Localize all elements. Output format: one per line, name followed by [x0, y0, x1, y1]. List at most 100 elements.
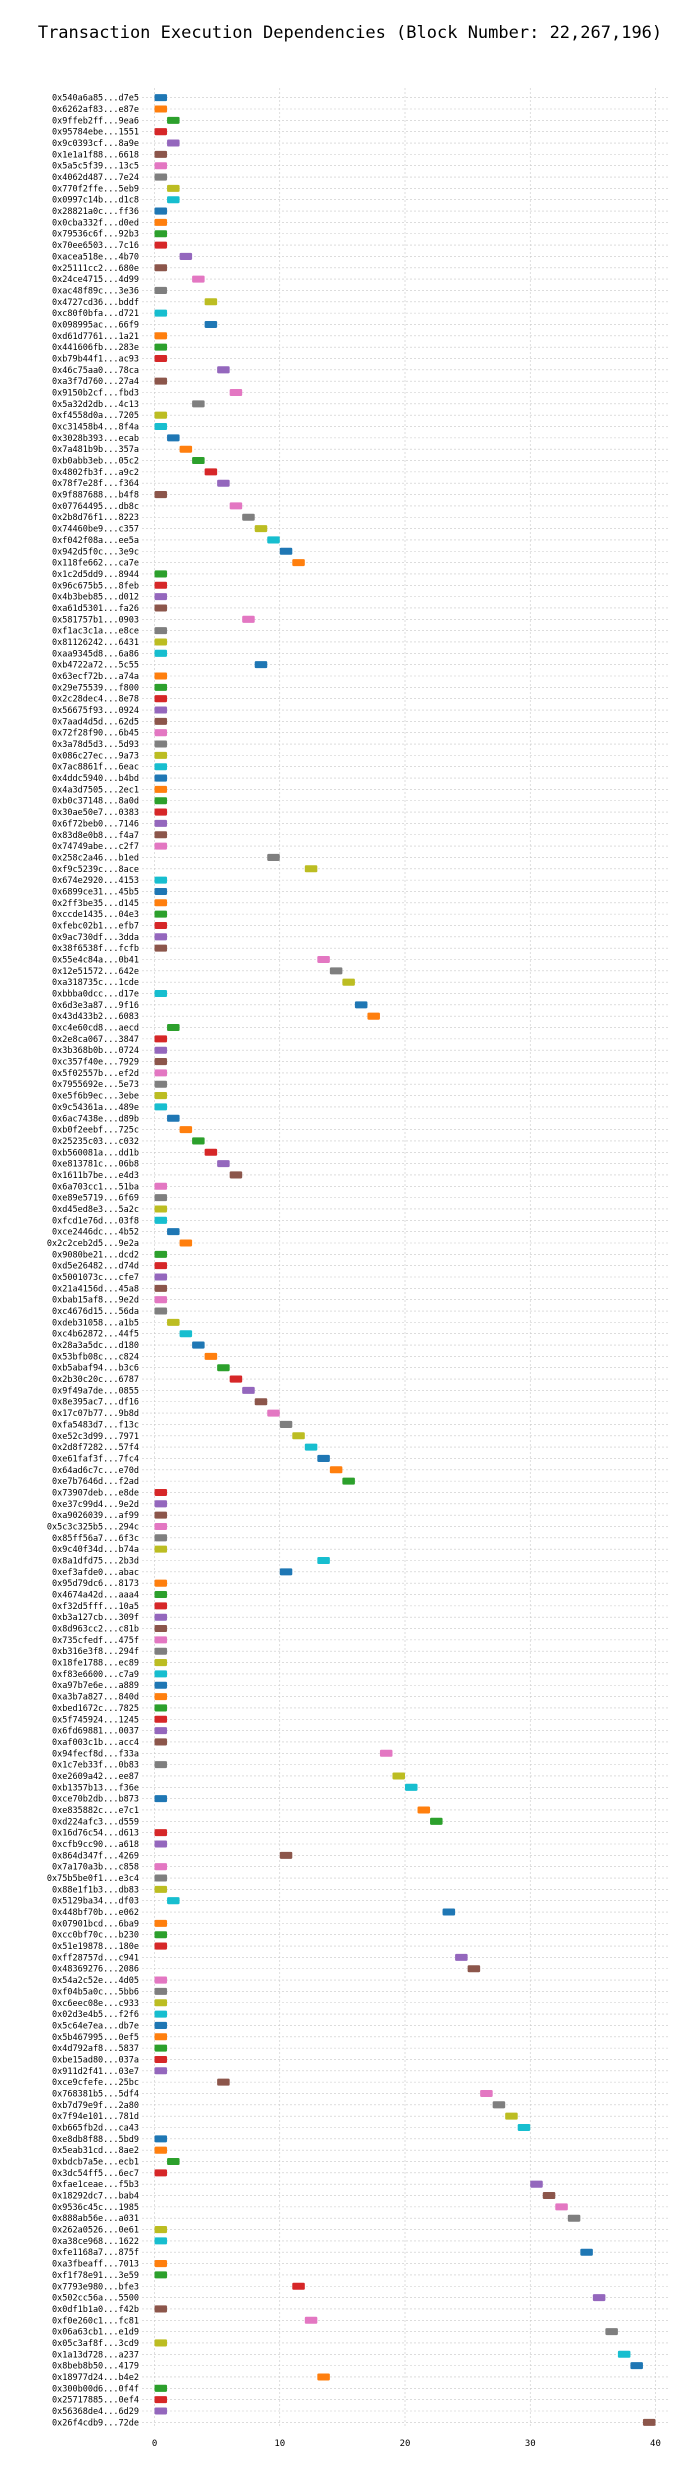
transaction-bar: [480, 2089, 493, 2097]
transaction-label: 0xb560081a...dd1b: [52, 1148, 139, 1158]
transaction-bar: [304, 2316, 318, 2324]
transaction-bar: [154, 264, 168, 272]
transaction-bar: [167, 196, 180, 204]
transaction-label: 0x18fe1788...ec89: [52, 1659, 139, 1669]
transaction-label: 0x4674a42d...aaa4: [52, 1591, 139, 1601]
transaction-label: 0x16d76c54...d613: [52, 1829, 139, 1839]
transaction-label: 0xe813781c...06b8: [52, 1160, 139, 1170]
transaction-bar: [167, 1024, 180, 1032]
transaction-label: 0x26f4cdb9...72de: [52, 2418, 139, 2428]
transaction-bar: [154, 343, 168, 351]
transaction-bar: [154, 128, 168, 136]
transaction-label: 0x5eab31cd...8ae2: [52, 2146, 139, 2156]
transaction-bar: [154, 921, 168, 929]
transaction-label: 0x8e395ac7...df16: [52, 1398, 139, 1408]
transaction-label: 0xc31458b4...8f4a: [52, 423, 139, 433]
transaction-bar: [167, 1318, 180, 1326]
transaction-label: 0xa9026039...af99: [52, 1511, 139, 1521]
transaction-label: 0x4802fb3f...a9c2: [52, 468, 139, 478]
transaction-bar: [154, 989, 168, 998]
transaction-bar: [154, 1659, 168, 1667]
transaction-bar: [530, 2180, 543, 2188]
transaction-label: 0x4062d487...7e24: [52, 173, 139, 183]
transaction-bar: [154, 785, 168, 793]
transaction-bar: [154, 819, 168, 827]
transaction-label: 0xfe1168a7...875f: [52, 2248, 139, 2258]
transaction-label: 0xb0abb3eb...05c2: [52, 457, 139, 467]
transaction-label: 0xb7d79e9f...2a80: [52, 2101, 139, 2111]
transaction-label: 0x95d79dc6...8173: [52, 1579, 139, 1589]
transaction-bar: [292, 2282, 305, 2290]
transaction-label: 0xe52c3d99...7971: [52, 1432, 139, 1442]
transaction-label: 0x4d792af8...5837: [52, 2044, 139, 2054]
transaction-label: 0xd45ed8e3...5a2c: [52, 1205, 139, 1215]
transaction-bar: [154, 1715, 168, 1723]
transaction-label: 0x2c2ceb2d5...9e2a: [47, 1239, 139, 1249]
transaction-bar: [167, 1228, 180, 1236]
transaction-label: 0xd224afc3...d559: [52, 1817, 139, 1827]
transaction-bar: [154, 1182, 168, 1190]
transaction-bar: [154, 581, 168, 589]
transaction-label: 0xe5f6b9ec...3ebe: [52, 1092, 139, 1102]
transaction-label: 0x086c27ec...9a73: [52, 751, 139, 761]
transaction-bar: [154, 2146, 168, 2154]
transaction-bar: [317, 2373, 330, 2381]
transaction-label: 0x24ce4715...4d99: [52, 275, 139, 285]
transaction-bar: [154, 1035, 168, 1043]
transaction-label: 0xa3b7a827...840d: [52, 1693, 139, 1703]
transaction-bar: [342, 1477, 355, 1485]
vertical-grid: [154, 88, 656, 2428]
transaction-label: 0xc6eec08e...c933: [52, 1999, 139, 2009]
transaction-label: 0x9ffeb2ff...9ea6: [52, 116, 139, 126]
transaction-label: 0x6ac7438e...d89b: [52, 1114, 139, 1124]
transaction-bar: [154, 105, 168, 113]
transaction-bar: [154, 2135, 168, 2143]
transaction-label: 0xfcd1e76d...03f8: [52, 1216, 139, 1226]
transaction-label: 0x2d8f7282...57f4: [52, 1443, 139, 1453]
transaction-label: 0xd61d7761...1a21: [52, 332, 139, 342]
transaction-label: 0x502cc56a...5500: [52, 2294, 139, 2304]
transaction-label: 0x6f72beb0...7146: [52, 819, 139, 829]
transaction-label: 0xac48f89c...3e36: [52, 286, 139, 296]
transaction-label: 0xb5abaf94...b3c6: [52, 1364, 139, 1374]
transaction-label: 0x1c2d5dd9...8944: [52, 570, 139, 580]
transaction-bar: [154, 1250, 168, 1258]
x-tick-label: 30: [525, 2439, 536, 2449]
transaction-bar: [154, 1931, 168, 1939]
transaction-bar: [154, 1488, 168, 1496]
transaction-bar: [592, 2294, 606, 2302]
transaction-bar: [154, 1284, 168, 1292]
transaction-label: 0xf32d5fff...10a5: [52, 1602, 139, 1612]
transaction-bar: [542, 2192, 556, 2200]
transaction-bar: [154, 1262, 168, 1270]
transaction-bar: [154, 162, 168, 170]
transaction-bar: [154, 2226, 168, 2234]
transaction-label: 0xc4b62872...44f5: [52, 1330, 139, 1340]
transaction-bar: [154, 1840, 168, 1848]
transaction-bar: [154, 1704, 168, 1712]
transaction-bar: [154, 218, 168, 226]
transaction-bar: [154, 593, 168, 601]
transaction-label: 0x64ad6c7c...e70d: [52, 1466, 139, 1476]
transaction-label: 0xcc0bf70c...b230: [52, 1931, 139, 1941]
transaction-bar: [317, 1454, 330, 1462]
transaction-bar: [167, 2157, 180, 2166]
transaction-bar: [392, 1772, 405, 1780]
transaction-bar: [154, 1194, 168, 1202]
transaction-label: 0x5129ba34...df03: [52, 1897, 139, 1907]
transaction-label: 0x6fd69881...0037: [52, 1727, 139, 1737]
transaction-bar: [167, 184, 180, 192]
transaction-label: 0x118fe662...ca7e: [52, 559, 139, 569]
transaction-label: 0xb665fb2d...ca43: [52, 2123, 139, 2133]
transaction-label: 0xcfb9cc90...a618: [52, 1840, 139, 1850]
transaction-bar: [204, 320, 218, 328]
transaction-bar: [154, 1942, 168, 1950]
transaction-bar: [217, 479, 230, 487]
transaction-label: 0xbed1672c...7825: [52, 1704, 139, 1714]
transaction-bar: [154, 1647, 168, 1655]
x-tick-label: 10: [274, 2439, 285, 2449]
transaction-bar: [467, 1965, 481, 1973]
transaction-label: 0xce9cfefe...25bc: [52, 2078, 139, 2088]
transaction-bar: [154, 570, 168, 578]
transaction-label: 0x30ae50e7...0383: [52, 808, 139, 818]
